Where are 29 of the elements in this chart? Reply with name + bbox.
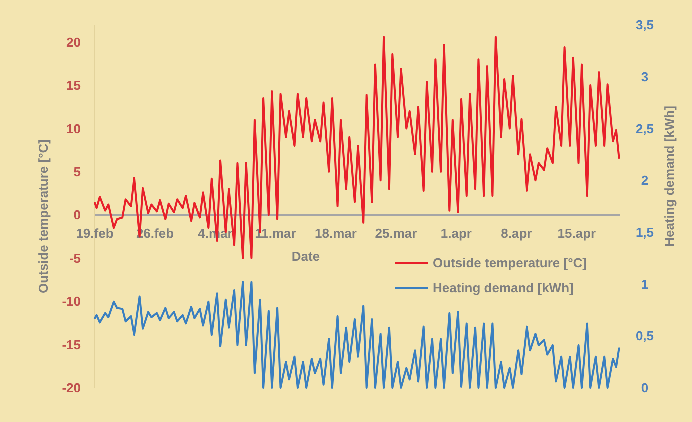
y2-tick-label: 1 [641, 276, 649, 292]
y-tick-label: 10 [66, 121, 81, 136]
y2-tick-label: 3 [641, 69, 649, 84]
x-tick-label: 11.mar [255, 226, 296, 242]
legend-label: Heating demand [kWh] [433, 280, 574, 296]
y2-tick-label: 0,5 [636, 328, 654, 344]
y-tick-label: -20 [62, 380, 81, 396]
x-tick-label: 15.apr [558, 226, 596, 242]
x-tick-label: 19.feb [76, 226, 114, 242]
y-axis-title: Outside temperature [°C] [36, 139, 51, 294]
y-tick-label: 5 [74, 164, 81, 180]
x-axis-title: Date [292, 249, 320, 264]
y-tick-label: -5 [69, 250, 81, 266]
y2-tick-label: 2,5 [636, 121, 654, 136]
y-tick-label: -15 [62, 337, 81, 352]
y2-tick-label: 0 [641, 380, 649, 396]
y-tick-label: 0 [74, 208, 81, 223]
x-tick-label: 18.mar [315, 226, 357, 242]
x-tick-label: 25.mar [375, 226, 418, 242]
y2-tick-label: 3,5 [636, 18, 654, 33]
y-tick-label: 20 [66, 34, 81, 50]
legend-label: Outside temperature [°C] [433, 256, 588, 271]
y2-axis-title: Heating demand [kWh] [662, 106, 677, 247]
y2-tick-label: 2 [641, 173, 649, 188]
y2-tick-label: 1,5 [636, 224, 654, 240]
y-tick-label: 15 [66, 78, 81, 94]
y-tick-label: -10 [62, 294, 81, 310]
x-tick-label: 1.apr [440, 226, 472, 242]
x-tick-label: 8.apr [501, 226, 532, 242]
